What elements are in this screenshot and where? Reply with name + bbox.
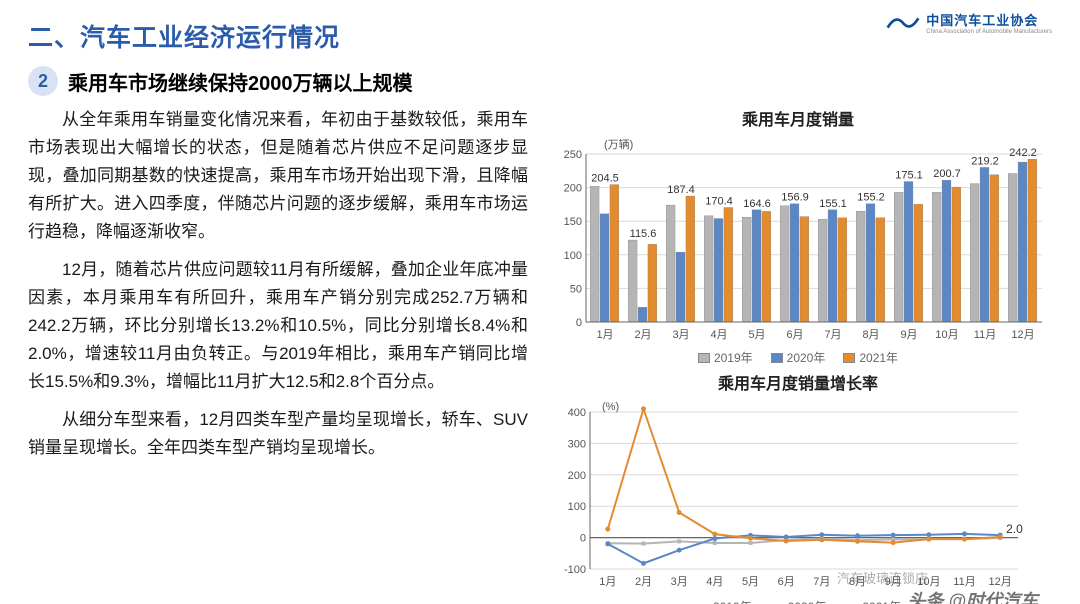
svg-text:175.1: 175.1 xyxy=(895,170,923,182)
svg-text:12月: 12月 xyxy=(1011,329,1034,341)
svg-text:6月: 6月 xyxy=(786,329,803,341)
bar-chart: 乘用车月度销量 0 50 100 150 200 250 (万辆) 1月 204.5 2月 115.… xyxy=(548,106,1048,366)
line-chart-svg: -1000100200300400(%)1月2月3月4月5月6月7月8月9月10… xyxy=(548,396,1048,591)
svg-text:7月: 7月 xyxy=(813,576,830,588)
bar-chart-title: 乘用车月度销量 xyxy=(548,106,1048,130)
charts-column: 乘用车月度销量 0 50 100 150 200 250 (万辆) 1月 204.5 2月 115.… xyxy=(548,106,1048,604)
svg-text:50: 50 xyxy=(570,283,582,295)
legend-item: 2021年 xyxy=(844,598,901,604)
brand-logo: 中国汽车工业协会 China Association of Automobile… xyxy=(886,10,1052,35)
svg-text:400: 400 xyxy=(568,407,586,419)
svg-text:155.2: 155.2 xyxy=(857,192,885,204)
legend-item: 2019年 xyxy=(698,349,753,366)
svg-text:150: 150 xyxy=(564,216,582,228)
subsection-heading: 乘用车市场继续保持2000万辆以上规模 xyxy=(68,67,413,96)
svg-text:300: 300 xyxy=(568,438,586,450)
paragraph: 从细分车型来看，12月四类车型产量均呈现增长，轿车、SUV销量呈现增长。全年四类… xyxy=(28,406,528,462)
watermark-main: 头条 @时代汽车 xyxy=(907,587,1038,604)
paragraph: 12月，随着芯片供应问题较11月有所缓解，叠加企业年底冲量因素，本月乘用车有所回… xyxy=(28,256,528,396)
bar-chart-legend: 2019年 2020年 2021年 xyxy=(548,349,1048,366)
svg-text:155.1: 155.1 xyxy=(819,198,847,210)
svg-text:100: 100 xyxy=(564,250,582,262)
svg-text:3月: 3月 xyxy=(672,329,689,341)
logo-subtext: China Association of Automobile Manufact… xyxy=(926,29,1052,35)
text-column: 从全年乘用车销量变化情况来看，年初由于基数较低，乘用车市场表现出大幅增长的状态，… xyxy=(28,106,528,604)
svg-text:0: 0 xyxy=(576,317,582,329)
svg-text:200: 200 xyxy=(564,183,582,195)
svg-text:164.6: 164.6 xyxy=(743,198,771,210)
svg-text:5月: 5月 xyxy=(742,576,759,588)
logo-text: 中国汽车工业协会 xyxy=(926,10,1052,29)
paragraph: 从全年乘用车销量变化情况来看，年初由于基数较低，乘用车市场表现出大幅增长的状态，… xyxy=(28,106,528,246)
svg-text:-100: -100 xyxy=(564,564,586,576)
svg-text:(%): (%) xyxy=(602,401,619,413)
svg-text:204.5: 204.5 xyxy=(591,173,619,185)
svg-text:219.2: 219.2 xyxy=(971,155,999,167)
legend-item: 2020年 xyxy=(771,349,826,366)
svg-text:0: 0 xyxy=(580,533,586,545)
logo-icon xyxy=(886,13,920,33)
svg-text:200.7: 200.7 xyxy=(933,168,961,180)
subsection-number: 2 xyxy=(28,66,58,96)
svg-text:2月: 2月 xyxy=(634,329,651,341)
svg-text:10月: 10月 xyxy=(935,329,958,341)
line-chart: 乘用车月度销量增长率 -100 0 100 200 300 400 (%) 1月 2月 3月 4月 5… xyxy=(548,370,1048,604)
svg-text:1月: 1月 xyxy=(599,576,616,588)
watermark-sub: 汽车玻璃连锁店 xyxy=(837,568,928,587)
svg-text:1月: 1月 xyxy=(596,329,613,341)
svg-text:6月: 6月 xyxy=(778,576,795,588)
line-chart-title: 乘用车月度销量增长率 xyxy=(548,370,1048,394)
svg-text:3月: 3月 xyxy=(671,576,688,588)
svg-text:200: 200 xyxy=(568,470,586,482)
svg-text:156.9: 156.9 xyxy=(781,192,809,204)
svg-text:242.2: 242.2 xyxy=(1009,147,1037,159)
slide-root: 中国汽车工业协会 China Association of Automobile… xyxy=(0,0,1080,604)
svg-text:2月: 2月 xyxy=(635,576,652,588)
svg-text:7月: 7月 xyxy=(824,329,841,341)
svg-text:11月: 11月 xyxy=(974,329,996,341)
svg-text:9月: 9月 xyxy=(900,329,917,341)
svg-text:4月: 4月 xyxy=(710,329,727,341)
svg-text:100: 100 xyxy=(568,501,586,513)
svg-text:(万辆): (万辆) xyxy=(604,137,633,151)
svg-text:250: 250 xyxy=(564,149,582,161)
legend-item: 2019年 xyxy=(695,598,752,604)
svg-text:4月: 4月 xyxy=(706,576,723,588)
svg-text:2.0: 2.0 xyxy=(1006,522,1023,536)
subsection-header: 2 乘用车市场继续保持2000万辆以上规模 xyxy=(28,66,1052,96)
svg-text:115.6: 115.6 xyxy=(630,228,657,240)
svg-text:187.4: 187.4 xyxy=(667,184,695,196)
legend-item: 2021年 xyxy=(843,349,898,366)
bar-chart-svg: 0 50 100 150 200 250 (万辆) 1月 204.5 2月 115.6 3月 187.4… xyxy=(548,132,1048,342)
svg-text:8月: 8月 xyxy=(862,329,879,341)
legend-item: 2020年 xyxy=(770,598,827,604)
svg-text:170.4: 170.4 xyxy=(705,195,733,207)
svg-text:5月: 5月 xyxy=(748,329,765,341)
